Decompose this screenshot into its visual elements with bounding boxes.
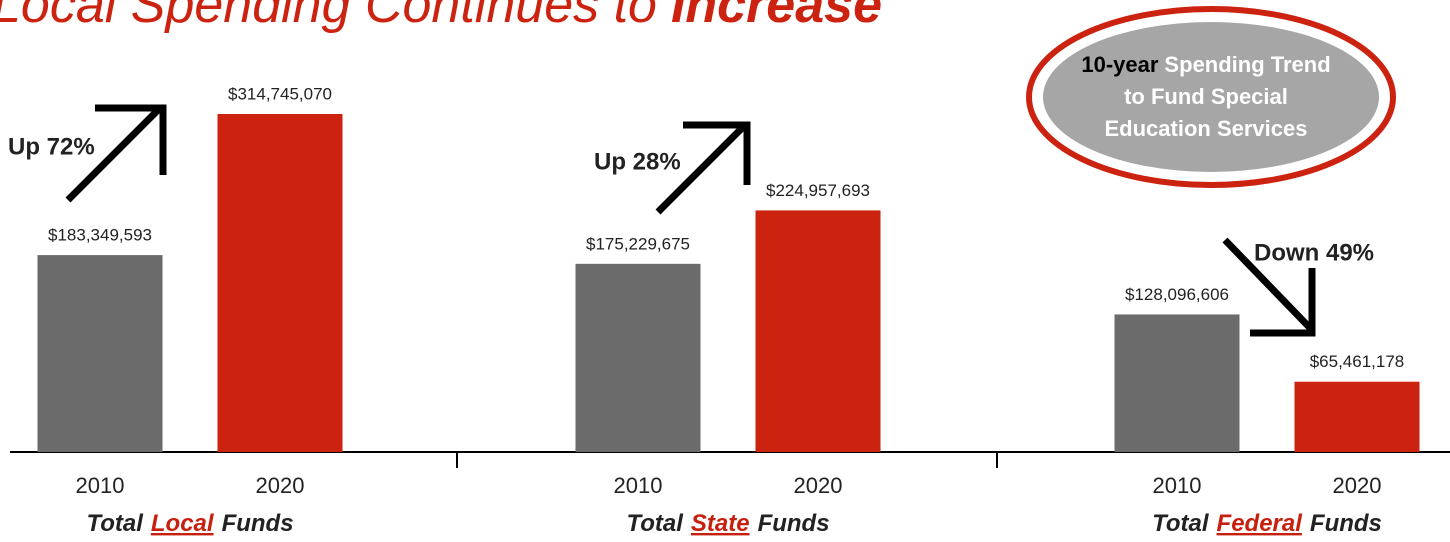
annotation: Down 49% [1254,239,1374,266]
category-label: Total State Funds [626,510,829,537]
category-label: Total Federal Funds [1152,510,1382,537]
arrow-down [1222,237,1316,337]
chart-title: Local Spending Continues to Increase [0,0,882,34]
value-label: $65,461,178 [1310,352,1405,371]
x-tick-label: 2010 [614,473,663,498]
x-tick-label: 2010 [1153,473,1202,498]
category-part: Total [86,510,144,537]
arrows [65,104,1316,337]
annotation: Up 28% [594,148,681,175]
category-part: Funds [758,510,830,537]
category-part: Total [626,510,684,537]
category-part: Federal [1217,510,1304,537]
arrow-up [655,121,751,215]
category-part: State [691,510,750,537]
badge-fill [1043,22,1379,172]
badge-text: Spending Trend [1164,52,1330,77]
bar [217,114,343,452]
x-tick-label: 2020 [256,473,305,498]
arrow-up [65,104,167,203]
annotation: Up 72% [8,133,95,160]
value-label: $314,745,070 [228,84,332,103]
badge-line: 10-year Spending Trend [1081,52,1330,77]
title-emphasis: Increase [671,0,882,34]
x-tick-label: 2010 [76,473,125,498]
category-part: Total [1152,510,1210,537]
title-text: Local Spending Continues to [0,0,657,34]
bar [1114,314,1240,452]
bar [37,255,163,452]
badge-lead: 10-year [1081,52,1159,77]
bar [1294,381,1420,452]
category-part: Funds [1310,510,1382,537]
value-label: $128,096,606 [1125,285,1229,304]
value-label: $175,229,675 [586,234,690,253]
x-tick-label: 2020 [1333,473,1382,498]
value-label: $183,349,593 [48,226,152,245]
category-part: Local [151,510,215,537]
bar [755,210,881,452]
badge: 10-year Spending Trend to Fund Special Ed… [1026,6,1396,188]
value-label: $224,957,693 [766,181,870,200]
x-tick-label: 2020 [794,473,843,498]
badge-line: to Fund Special [1124,84,1288,109]
badge-line: Education Services [1105,116,1308,141]
category-part: Funds [222,510,294,537]
category-label: Total Local Funds [86,510,293,537]
bar [575,263,701,452]
